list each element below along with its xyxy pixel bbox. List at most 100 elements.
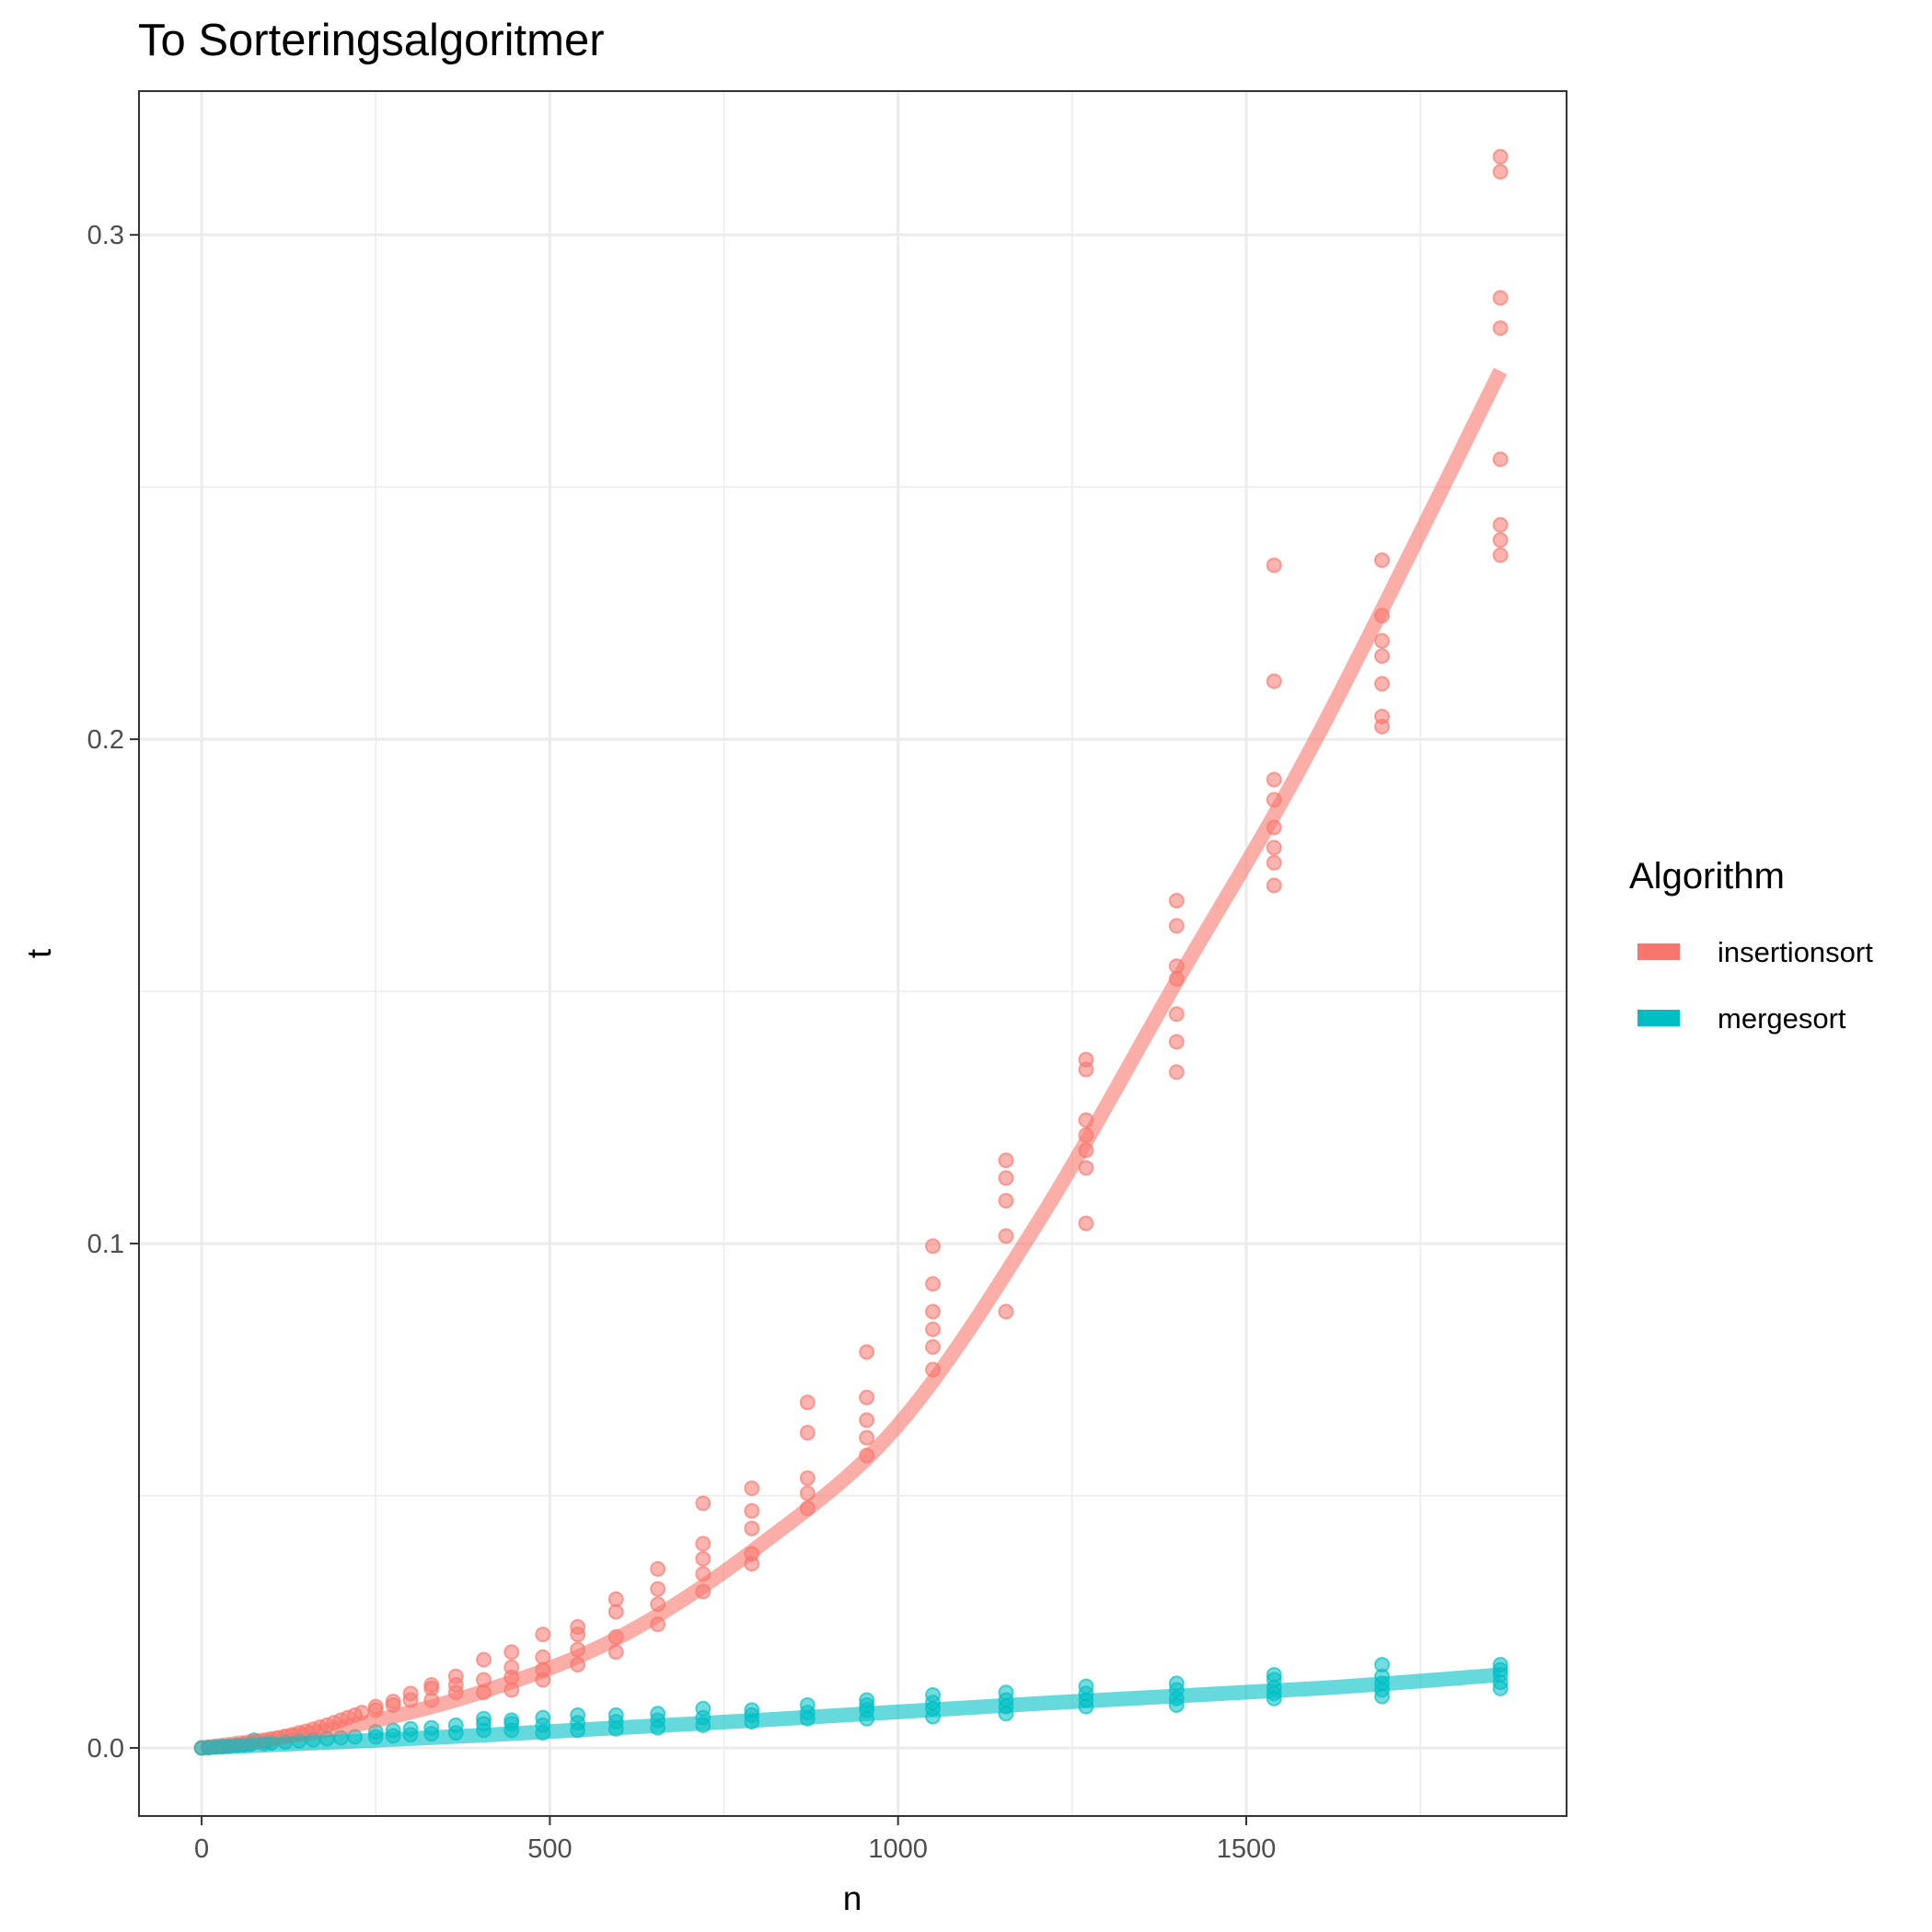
data-point-mergesort [1078,1678,1094,1695]
data-point-mergesort [1168,1675,1185,1692]
legend-item-insertionsort: insertionsort [1637,936,1873,968]
data-point-insertionsort [1168,1034,1185,1050]
data-point-mergesort [570,1706,586,1723]
data-point-insertionsort [650,1580,666,1597]
data-point-insertionsort [1374,708,1391,724]
x-axis: 0 500 1000 1500 [194,1816,1276,1864]
data-point-insertionsort [744,1521,760,1537]
data-point-insertionsort [925,1276,942,1292]
y-axis: 0.0 0.1 0.2 0.3 [87,221,139,1764]
data-point-insertionsort [476,1651,492,1668]
data-point-mergesort [998,1684,1014,1701]
data-point-insertionsort [650,1561,666,1578]
data-point-insertionsort [367,1698,384,1715]
data-point-mergesort [925,1686,942,1703]
trend-line-insertionsort [200,367,1508,1755]
data-point-insertionsort [1374,632,1391,649]
data-point-insertionsort [1492,290,1509,307]
trend-line-mergesort [201,1667,1501,1756]
data-point-insertionsort [925,1238,942,1255]
data-point-insertionsort [998,1303,1014,1320]
x-axis-title: n [843,1880,862,1917]
data-point-insertionsort [1492,547,1509,563]
grid-minor [139,91,1567,1816]
data-point-insertionsort [859,1429,875,1446]
data-point-insertionsort [607,1591,624,1607]
data-point-insertionsort [570,1619,586,1636]
data-point-insertionsort [535,1626,551,1643]
data-point-insertionsort [503,1644,520,1660]
data-point-insertionsort [1266,557,1282,573]
data-point-insertionsort [695,1551,711,1568]
plot-border [138,90,1568,1817]
data-point-insertionsort [1266,877,1282,894]
data-point-insertionsort [1374,648,1391,665]
trend-lines [200,367,1508,1756]
x-tick-label: 1000 [868,1834,928,1864]
data-point-insertionsort [998,1192,1014,1209]
data-point-insertionsort [1266,771,1282,788]
data-point-insertionsort [998,1152,1014,1169]
data-point-insertionsort [998,1228,1014,1244]
data-point-insertionsort [1374,676,1391,692]
data-point-mergesort [503,1712,520,1729]
data-point-insertionsort [799,1394,816,1411]
plot-background [139,91,1567,1816]
legend-label-mergesort: mergesort [1718,1002,1846,1035]
data-point-mergesort [535,1709,551,1726]
y-tick-label: 0.1 [87,1230,124,1259]
data-point-mergesort [476,1710,492,1727]
data-point-insertionsort [695,1495,711,1511]
data-point-insertionsort [1492,532,1509,549]
data-point-mergesort [607,1706,624,1723]
grid-major [139,91,1567,1816]
data-point-mergesort [695,1700,711,1717]
y-tick-label: 0.3 [87,221,124,250]
data-point-insertionsort [744,1480,760,1497]
data-point-mergesort [1266,1667,1282,1683]
data-point-insertionsort [1266,854,1282,871]
x-tick-label: 0 [194,1834,209,1864]
legend-item-mergesort: mergesort [1637,1002,1846,1035]
data-point-insertionsort [1168,892,1185,908]
data-point-insertionsort [1168,918,1185,934]
data-point-insertionsort [503,1659,520,1675]
data-point-insertionsort [859,1344,875,1360]
data-point-insertionsort [447,1668,464,1684]
data-point-insertionsort [1266,839,1282,856]
y-tick-label: 0.2 [87,725,124,755]
data-point-insertionsort [799,1470,816,1487]
data-point-insertionsort [1168,1064,1185,1081]
data-point-mergesort [1374,1657,1391,1673]
data-point-insertionsort [859,1412,875,1429]
legend-title: Algorithm [1629,856,1785,897]
x-tick-label: 500 [527,1834,572,1864]
data-point-insertionsort [744,1502,760,1519]
data-point-insertionsort [799,1425,816,1441]
data-point-insertionsort [1492,148,1509,165]
data-point-insertionsort [1168,1006,1185,1023]
data-point-insertionsort [402,1685,419,1702]
data-point-insertionsort [385,1694,401,1710]
data-point-insertionsort [1078,1215,1094,1232]
data-point-insertionsort [859,1389,875,1406]
data-point-insertionsort [925,1338,942,1355]
data-point-insertionsort [1266,673,1282,689]
data-point-insertionsort [1492,451,1509,468]
y-axis-title: t [20,948,58,958]
data-point-insertionsort [1492,516,1509,533]
data-point-insertionsort [423,1677,440,1694]
data-point-insertionsort [925,1321,942,1337]
x-tick-label: 1500 [1217,1834,1277,1864]
data-point-insertionsort [998,1170,1014,1186]
data-point-mergesort [859,1692,875,1708]
data-point-insertionsort [695,1535,711,1552]
data-point-insertionsort [1078,1051,1094,1068]
chart-title: To Sorteringsalgoritmer [138,16,605,65]
y-tick-label: 0.0 [87,1734,124,1764]
legend: Algorithm insertionsort mergesort [1629,856,1873,1035]
data-point-insertionsort [1492,164,1509,180]
data-point-insertionsort [1492,320,1509,337]
data-point-insertionsort [925,1303,942,1320]
